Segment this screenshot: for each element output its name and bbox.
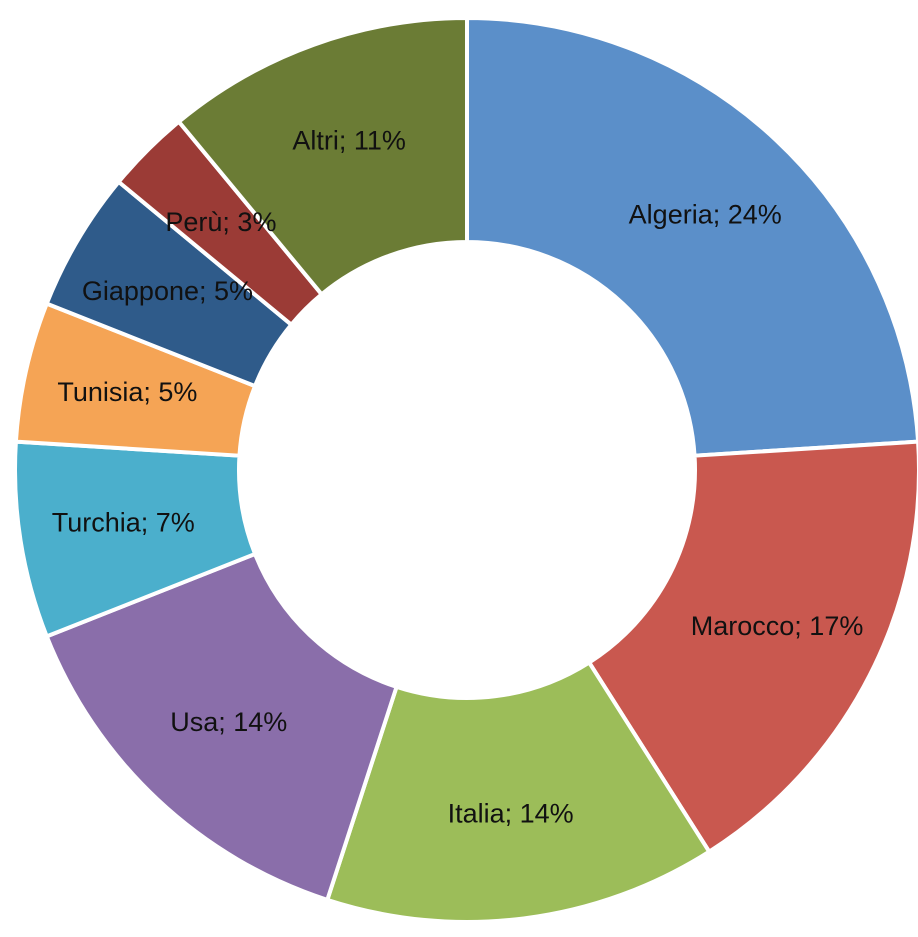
donut-slice [324,659,712,924]
data-label: Altri; 11% [292,126,406,156]
donut-slice [586,439,918,855]
data-label: Italia; 14% [448,798,574,828]
data-label: Algeria; 24% [629,199,782,229]
data-label: Giappone; 5% [82,276,253,306]
data-label: Marocco; 17% [691,611,864,641]
data-label: Perù; 3% [165,207,276,237]
donut-slice [176,15,469,298]
data-label: Turchia; 7% [52,508,195,538]
donut-slice [44,551,400,903]
data-label: Tunisia; 5% [57,377,197,407]
data-label: Usa; 14% [170,707,287,737]
donut-slice [465,15,918,458]
